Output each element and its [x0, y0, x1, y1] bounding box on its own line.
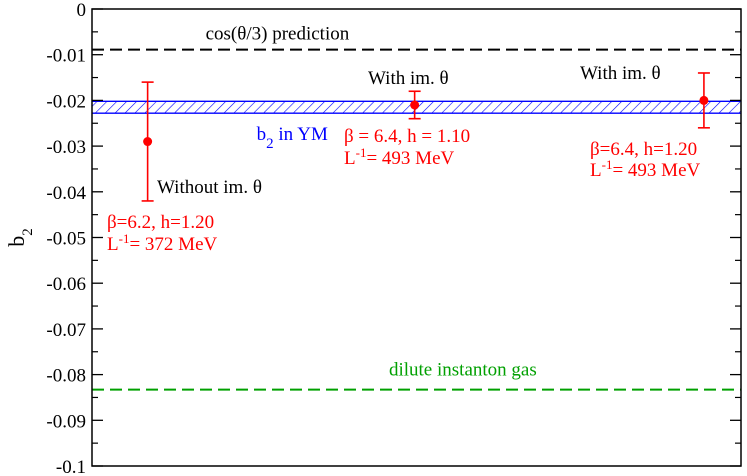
y-axis: 0 -0.01 -0.02 -0.03 -0.04 -0.05 -0.06 -0.07 -0.0…	[46, 0, 741, 476]
ym-band-label: b2 in YM	[257, 124, 328, 152]
point-2-params: β=6.4, h=1.20	[590, 139, 697, 160]
data-point-2	[699, 95, 709, 105]
point-1-params: β = 6.4, h = 1.10	[344, 126, 470, 147]
point-annotation-2: With im. θ β=6.4, h=1.20 L-1= 493 MeV	[580, 63, 700, 181]
y-tick-label: -0.08	[46, 366, 86, 387]
y-tick-label: -0.1	[56, 457, 86, 476]
point-2-scale: L-1= 493 MeV	[590, 157, 700, 182]
y-tick-label: -0.06	[46, 274, 86, 295]
point-annotation-0: Without im. θ β=6.2, h=1.20 L-1= 372 MeV	[107, 177, 262, 255]
point-2-note: With im. θ	[580, 63, 661, 84]
data-points	[141, 72, 710, 202]
point-0-note: Without im. θ	[157, 177, 262, 198]
y-axis-label: b2	[4, 228, 36, 247]
y-tick-label: -0.02	[46, 91, 86, 112]
point-0-params: β=6.2, h=1.20	[107, 212, 214, 233]
y-tick-label: -0.01	[46, 46, 86, 67]
point-1-scale: L-1= 493 MeV	[344, 145, 454, 170]
y-tick-label: -0.05	[46, 229, 86, 250]
cos-prediction-label: cos(θ/3) prediction	[206, 24, 350, 45]
dilute-instanton-gas-label: dilute instanton gas	[389, 360, 537, 381]
y-tick-label: -0.04	[46, 183, 86, 204]
point-1-note: With im. θ	[368, 68, 449, 89]
data-point-1	[410, 100, 420, 110]
point-annotation-1: With im. θ β = 6.4, h = 1.10 L-1= 493 Me…	[344, 68, 470, 169]
y-tick-label: 0	[77, 0, 87, 21]
point-0-scale: L-1= 372 MeV	[107, 231, 217, 256]
data-point-0	[143, 137, 153, 147]
y-tick-label: -0.09	[46, 411, 86, 432]
y-tick-label: -0.03	[46, 137, 86, 158]
y-tick-label: -0.07	[46, 320, 86, 341]
